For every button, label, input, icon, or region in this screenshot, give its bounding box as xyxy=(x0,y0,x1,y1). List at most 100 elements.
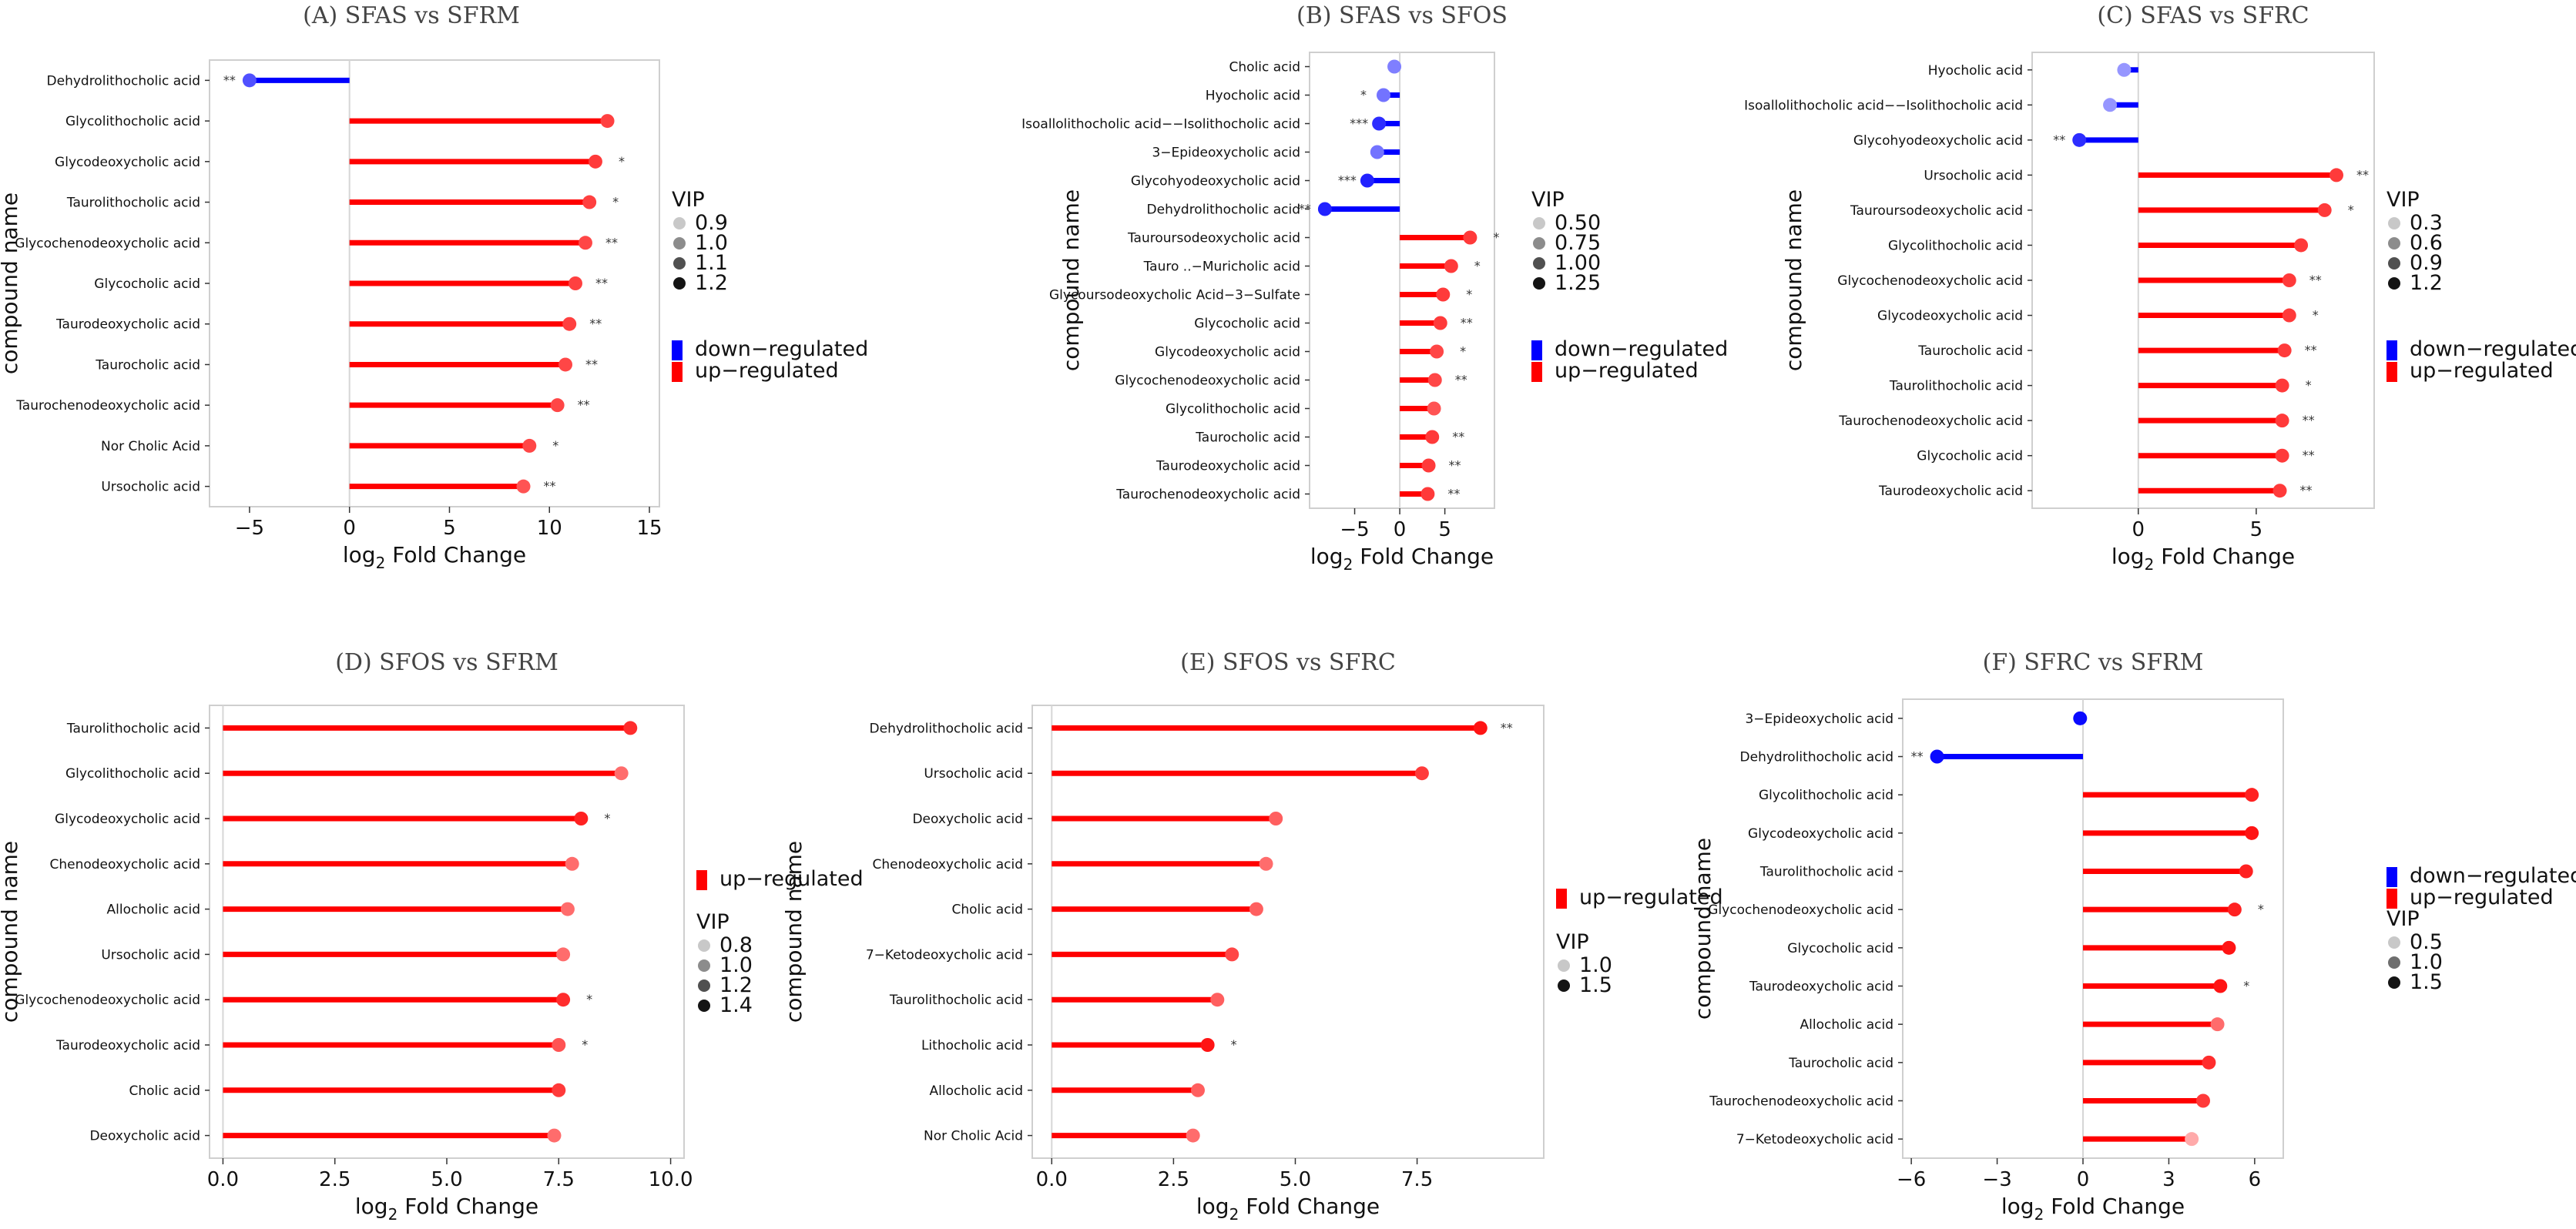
vip-legend-title: VIP xyxy=(672,188,705,212)
compound-row: Glycochenodeoxycholic acid * xyxy=(15,992,592,1008)
compound-label: Taurolithocholic acid xyxy=(889,993,1023,1008)
compound-row: Glycolithocholic acid xyxy=(1166,401,1441,417)
compound-row: Nor Cholic Acid xyxy=(924,1128,1200,1144)
vip-point xyxy=(565,856,579,871)
x-axis-title: log2 Fold Change xyxy=(1196,1194,1380,1224)
vip-point xyxy=(2117,62,2132,77)
vip-legend-title: VIP xyxy=(2386,188,2420,212)
x-tick-label: 3 xyxy=(2162,1168,2175,1191)
significance-marker: * xyxy=(2243,979,2249,993)
vip-legend-label: 1.00 xyxy=(1555,251,1601,275)
compound-row: Ursocholic acid xyxy=(924,766,1429,782)
chart-panel-6: (F) SFRC vs SFRM 3−Epideoxycholic acid Deh… xyxy=(1690,649,2576,1224)
x-tick-label: 7.5 xyxy=(1401,1168,1433,1191)
x-tick-label: 2.5 xyxy=(319,1168,351,1191)
up-legend-swatch xyxy=(1556,889,1567,909)
x-tick-label: 0 xyxy=(1394,518,1407,541)
compound-row: Glycolithocholic acid xyxy=(1759,788,2259,803)
vip-legend-label: 0.9 xyxy=(695,211,728,235)
compound-label: Taurodeoxycholic acid xyxy=(55,1038,200,1053)
significance-marker: ** xyxy=(1447,487,1460,501)
compound-row: 7−Ketodeoxycholic acid xyxy=(866,947,1239,963)
vip-point xyxy=(2103,98,2118,112)
vip-point xyxy=(574,812,589,825)
vip-point xyxy=(578,236,592,250)
vip-point xyxy=(600,114,615,129)
compound-row: Glycocholic acid ** xyxy=(1917,448,2314,464)
compound-label: Taurochenodeoxycholic acid xyxy=(1838,414,2023,429)
compound-label: Hyocholic acid xyxy=(1206,89,1300,104)
vip-point xyxy=(1473,721,1488,735)
compound-label: Tauro ..−Muricholic acid xyxy=(1143,260,1300,275)
compound-label: Glycochenodeoxycholic acid xyxy=(15,993,200,1008)
compound-row: Isoallolithocholic acid−−Isolithocholic … xyxy=(1021,116,1400,132)
legend-label: up−regulated xyxy=(1555,359,1699,383)
compound-label: Taurodeoxycholic acid xyxy=(1749,980,1893,995)
compound-row: Glycoursodeoxycholic Acid−3−Sulfate * xyxy=(1049,287,1472,303)
x-tick-label: 10.0 xyxy=(649,1168,693,1191)
legend-label: down−regulated xyxy=(1555,337,1728,361)
compound-label: Glycochenodeoxycholic acid xyxy=(1708,902,1893,918)
compound-row: Cholic acid xyxy=(951,902,1263,918)
x-axis-title: log2 Fold Change xyxy=(2001,1194,2185,1224)
significance-marker: ** xyxy=(2309,273,2322,287)
compound-label: Taurodeoxycholic acid xyxy=(1156,459,1300,474)
compound-label: Allocholic acid xyxy=(107,902,200,918)
vip-legend-dot xyxy=(1533,257,1545,270)
compound-label: Taurochenodeoxycholic acid xyxy=(1709,1094,1893,1110)
compound-row: Ursocholic acid ** xyxy=(1924,167,2369,183)
compound-row: Glycodeoxycholic acid * xyxy=(1877,308,2319,324)
compound-row: Taurodeoxycholic acid ** xyxy=(1156,458,1461,474)
vip-point xyxy=(1430,344,1444,359)
vip-legend-label: 1.4 xyxy=(719,993,753,1017)
compound-label: Isoallolithocholic acid−−Isolithocholic … xyxy=(1021,117,1300,132)
vip-legend-label: 1.0 xyxy=(2410,950,2443,974)
vip-point xyxy=(562,316,577,331)
plot-frame xyxy=(1902,698,2284,1159)
vip-legend-dot xyxy=(698,980,710,992)
vip-legend-dot xyxy=(2388,936,2400,949)
compound-label: Glycocholic acid xyxy=(1194,316,1300,332)
x-tick-label: 2.5 xyxy=(1158,1168,1189,1191)
vip-point xyxy=(582,195,597,209)
compound-label: Ursocholic acid xyxy=(101,947,200,963)
compound-label: 3−Epideoxycholic acid xyxy=(1152,146,1300,161)
vip-point xyxy=(2073,711,2088,725)
compound-label: Glycodeoxycholic acid xyxy=(1877,309,2023,324)
compound-label: Taurochenodeoxycholic acid xyxy=(15,398,200,414)
vip-point xyxy=(2072,132,2087,147)
chart-title: (D) SFOS vs SFRM xyxy=(335,649,558,676)
compound-row: Allocholic acid xyxy=(930,1083,1206,1099)
compound-row: Taurochenodeoxycholic acid ** xyxy=(15,397,589,414)
vip-legend-title: VIP xyxy=(1556,930,1589,954)
compound-row: Taurolithocholic acid xyxy=(1759,864,2253,880)
chart-title: (B) SFAS vs SFOS xyxy=(1296,2,1508,29)
significance-marker: *** xyxy=(1338,173,1357,188)
vip-legend-label: 0.3 xyxy=(2410,211,2443,235)
significance-marker: ** xyxy=(2053,132,2065,147)
compound-label: Taurocholic acid xyxy=(1195,430,1300,446)
compound-row: Allocholic acid xyxy=(1800,1017,2225,1033)
compound-label: Glycochenodeoxycholic acid xyxy=(1115,373,1300,389)
vip-point xyxy=(1269,812,1283,825)
vip-legend-dot xyxy=(673,257,686,270)
chart-panel-2: (B) SFAS vs SFOS Cholic acid Hyocholic aci… xyxy=(1021,2,1728,574)
vip-point xyxy=(2213,979,2228,993)
down-legend-swatch xyxy=(2386,340,2397,360)
compound-label: Cholic acid xyxy=(951,902,1023,918)
compound-label: Glycochenodeoxycholic acid xyxy=(15,236,200,251)
compound-row: Allocholic acid xyxy=(107,902,575,918)
legend-label: up−regulated xyxy=(2410,359,2554,383)
significance-marker: * xyxy=(1493,230,1499,245)
x-tick-label: −6 xyxy=(1897,1168,1926,1191)
compound-label: Allocholic acid xyxy=(1800,1017,1893,1033)
compound-row: Deoxycholic acid xyxy=(89,1128,562,1144)
x-tick-label: 5 xyxy=(1438,518,1451,541)
y-axis-title: compound name xyxy=(0,841,22,1023)
vip-legend-label: 1.0 xyxy=(1579,953,1612,977)
significance-marker: * xyxy=(2258,902,2264,916)
significance-marker: ** xyxy=(1501,720,1513,735)
compound-row: Glycolithocholic acid xyxy=(65,766,629,782)
compound-label: Dehydrolithocholic acid xyxy=(47,73,200,89)
